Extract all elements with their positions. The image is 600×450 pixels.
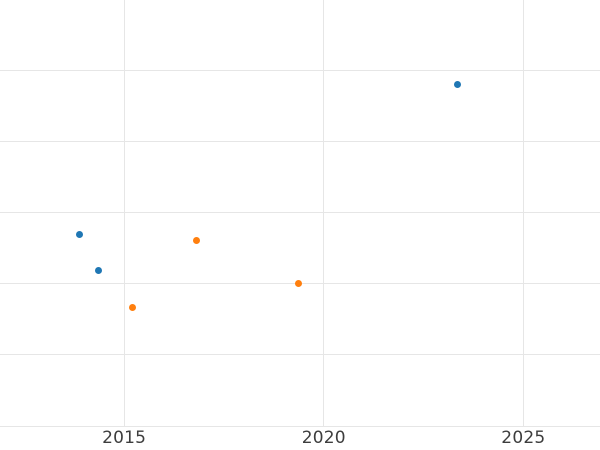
data-point-series-blue xyxy=(453,81,461,89)
data-point-series-orange xyxy=(129,303,137,311)
x-tick-label: 2020 xyxy=(301,428,346,448)
gridline-vertical xyxy=(323,0,325,426)
gridline-horizontal xyxy=(0,212,600,214)
gridline-horizontal xyxy=(0,141,600,143)
data-point-series-orange xyxy=(294,279,302,287)
gridline-horizontal xyxy=(0,354,600,356)
gridline-vertical xyxy=(522,0,524,426)
data-point-series-orange xyxy=(192,236,200,244)
data-point-series-blue xyxy=(75,231,83,239)
data-point-series-blue xyxy=(95,267,103,275)
x-tick-label: 2015 xyxy=(102,428,147,448)
gridline-vertical xyxy=(123,0,125,426)
x-tick-label: 2025 xyxy=(501,428,546,448)
gridline-horizontal xyxy=(0,425,600,427)
gridline-horizontal xyxy=(0,69,600,71)
